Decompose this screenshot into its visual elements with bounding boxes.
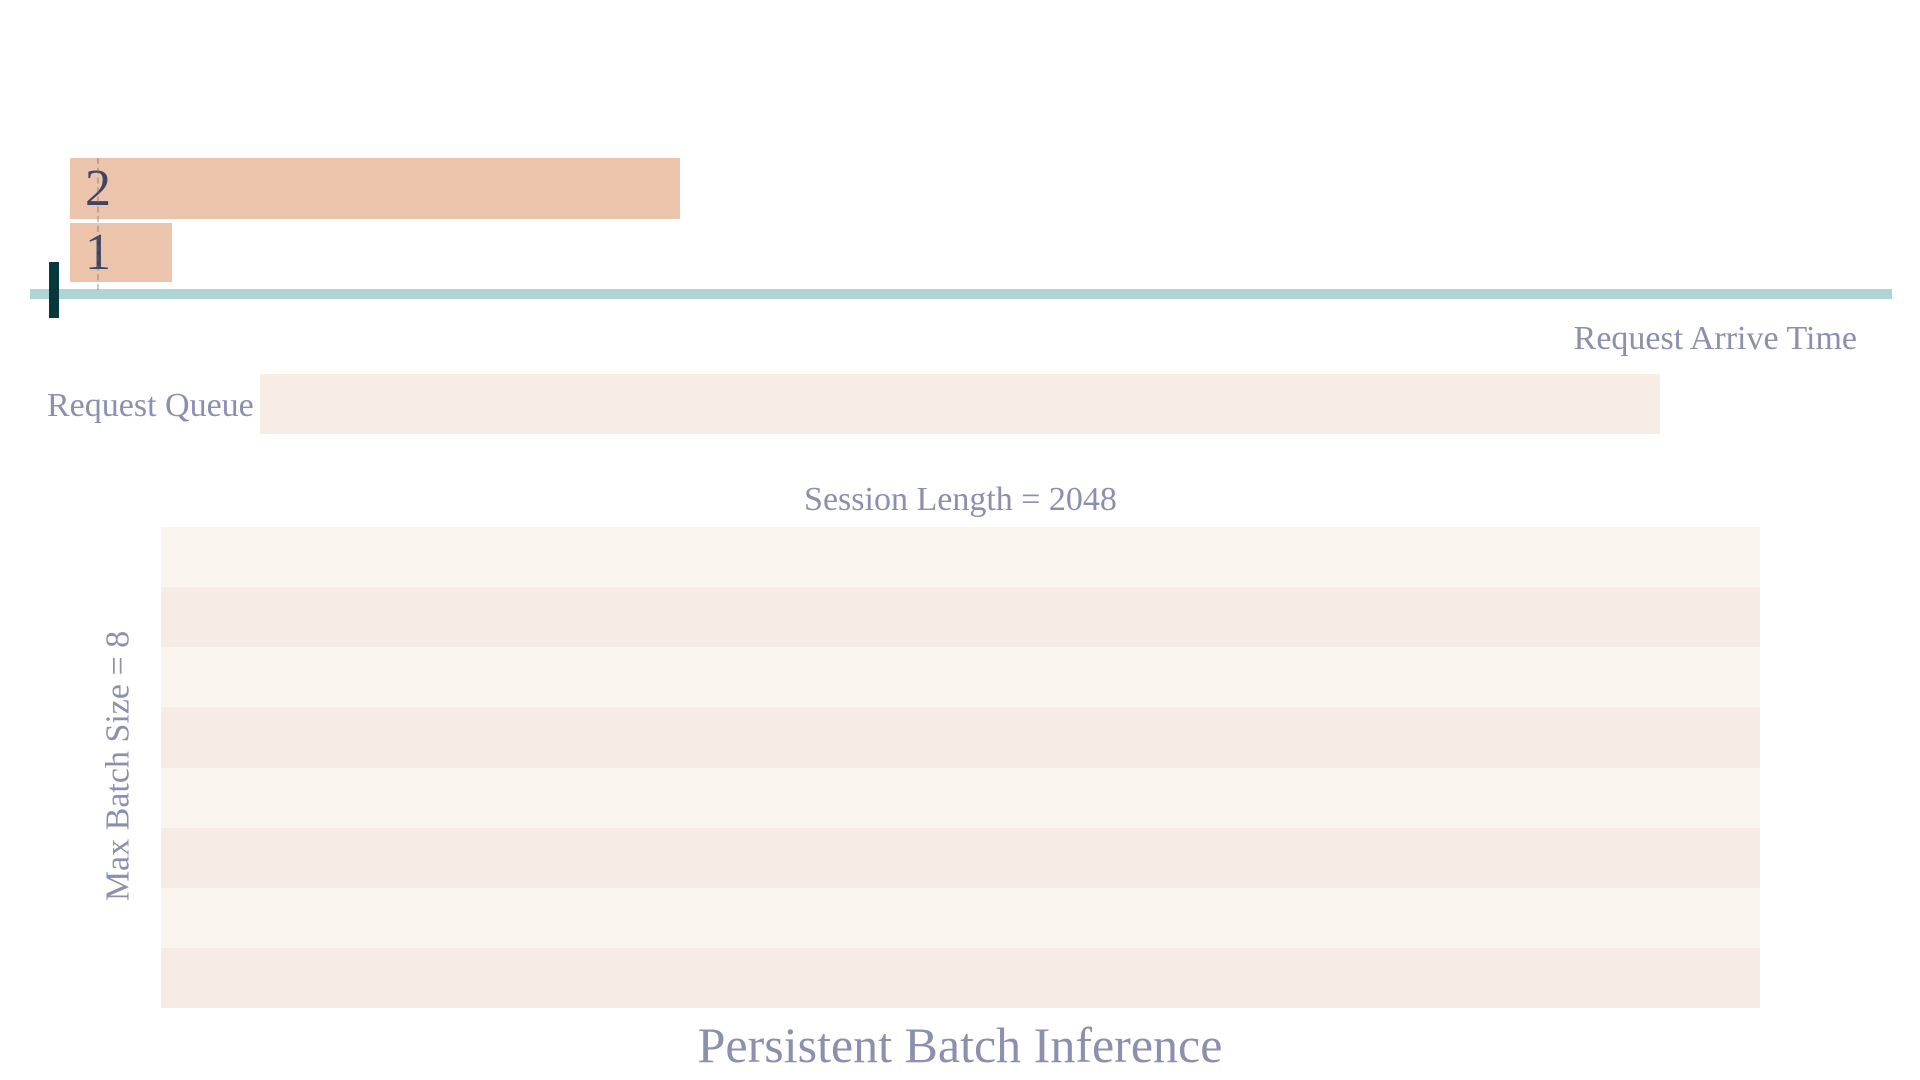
request-bar-2-label: 2 (85, 159, 111, 217)
request-arrive-time-label: Request Arrive Time (1573, 320, 1857, 357)
batch-slot-row (161, 527, 1760, 588)
batch-slot-row (161, 587, 1760, 648)
batch-slots-box (161, 527, 1760, 1008)
batch-slot-row (161, 887, 1760, 948)
batch-slot-row (161, 947, 1760, 1008)
batch-slot-row (161, 647, 1760, 708)
batch-slot-row (161, 827, 1760, 888)
request-queue-bar (260, 374, 1660, 434)
session-length-label: Session Length = 2048 (804, 481, 1117, 518)
batch-slot-row (161, 707, 1760, 768)
request-bar-1: 1 (70, 223, 172, 282)
page-title: Persistent Batch Inference (697, 1017, 1223, 1073)
batch-slot-row (161, 767, 1760, 828)
current-time-cursor (49, 262, 59, 318)
request-bar-2: 2 (70, 158, 680, 219)
arrival-time-dashed-line (97, 158, 99, 290)
request-queue-label: Request Queue (47, 387, 254, 424)
request-bar-1-label: 1 (85, 223, 111, 281)
time-axis-band (30, 289, 1892, 299)
max-batch-size-label: Max Batch Size = 8 (99, 630, 137, 902)
